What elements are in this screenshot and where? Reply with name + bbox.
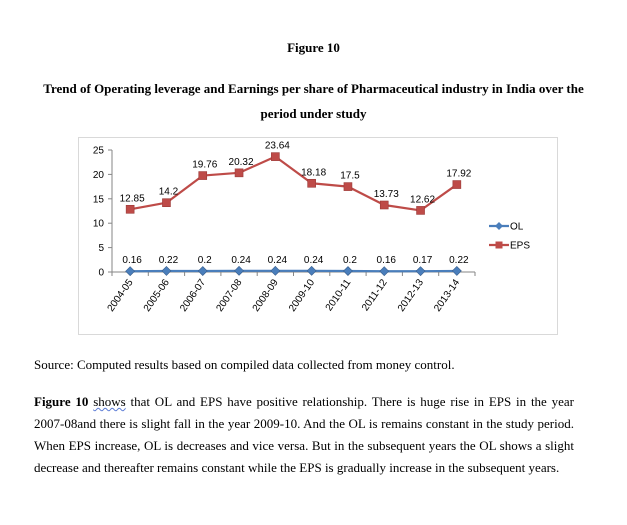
data-label-ol: 0.24 (304, 255, 324, 266)
x-tick-label: 2011-12 (360, 277, 390, 313)
data-point-ol (161, 266, 172, 276)
y-tick-label: 25 (93, 146, 105, 157)
data-label-eps: 12.85 (120, 193, 145, 204)
paragraph-body: that OL and EPS have positive relationsh… (34, 394, 574, 475)
data-point-eps (271, 152, 280, 161)
data-label-eps: 19.76 (192, 160, 217, 171)
paragraph-spellcheck-word: shows (93, 394, 126, 409)
data-point-eps (234, 168, 244, 178)
data-point-ol (270, 265, 281, 276)
data-point-ol (415, 266, 426, 277)
data-point-eps (307, 178, 316, 188)
data-point-ol (343, 266, 353, 276)
data-label-ol: 0.2 (198, 255, 212, 266)
x-tick-label: 2010-11 (324, 277, 354, 313)
y-tick-label: 10 (93, 219, 105, 230)
data-label-ol: 0.22 (159, 255, 179, 266)
description-paragraph: Figure 10 shows that OL and EPS have pos… (34, 391, 574, 479)
legend-label-eps: EPS (510, 241, 530, 252)
data-point-ol (197, 266, 208, 276)
x-tick-label: 2009-10 (287, 277, 317, 314)
data-label-ol: 0.24 (231, 255, 251, 266)
data-point-eps (198, 171, 208, 180)
data-label-eps: 17.5 (340, 171, 360, 182)
data-point-eps (452, 180, 462, 189)
data-label-eps: 17.92 (446, 169, 471, 180)
data-label-eps: 18.18 (301, 167, 326, 178)
chart-frame (78, 137, 558, 335)
y-tick-label: 0 (98, 268, 104, 279)
data-point-ol (379, 266, 390, 277)
data-point-ol (234, 265, 244, 276)
figure-label: Figure 10 (287, 40, 340, 55)
x-tick-label: 2008-09 (251, 277, 281, 314)
y-tick-label: 15 (93, 194, 105, 205)
series-line-eps (129, 155, 458, 212)
x-tick-label: 2007-08 (214, 277, 244, 314)
data-point-eps (162, 198, 171, 208)
y-tick-label: 20 (93, 170, 105, 181)
data-point-eps (125, 204, 135, 214)
x-tick-label: 2012-13 (396, 277, 426, 314)
y-tick-label: 5 (98, 243, 104, 254)
x-tick-label: 2006-07 (178, 277, 208, 314)
data-label-ol: 0.16 (377, 255, 397, 266)
data-point-ol (306, 265, 317, 276)
data-label-eps: 13.73 (374, 189, 399, 200)
legend-marker-ol (495, 222, 503, 230)
x-tick-label: 2004-05 (106, 277, 136, 314)
legend-marker-eps (495, 241, 503, 249)
data-point-ol (451, 266, 462, 276)
paragraph-lead: Figure 10 (34, 394, 89, 409)
data-point-ol (125, 266, 136, 277)
data-label-ol: 0.2 (343, 255, 357, 266)
data-label-eps: 23.64 (265, 141, 290, 152)
figure-title: Trend of Operating leverage and Earnings… (43, 81, 584, 121)
data-point-eps (379, 200, 389, 210)
data-label-ol: 0.22 (449, 255, 469, 266)
source-note: Source: Computed results based on compil… (34, 357, 455, 372)
x-tick-label: 2013-14 (432, 277, 462, 314)
data-label-ol: 0.24 (268, 255, 288, 266)
data-label-eps: 20.32 (229, 157, 254, 168)
legend-label-ol: OL (510, 222, 524, 233)
data-label-ol: 0.16 (122, 255, 142, 266)
data-point-eps (343, 182, 353, 191)
data-label-ol: 0.17 (413, 255, 433, 266)
data-point-eps (416, 206, 425, 215)
x-tick-label: 2005-06 (142, 277, 172, 314)
data-label-eps: 12.62 (410, 194, 435, 205)
data-label-eps: 14.2 (159, 187, 179, 198)
